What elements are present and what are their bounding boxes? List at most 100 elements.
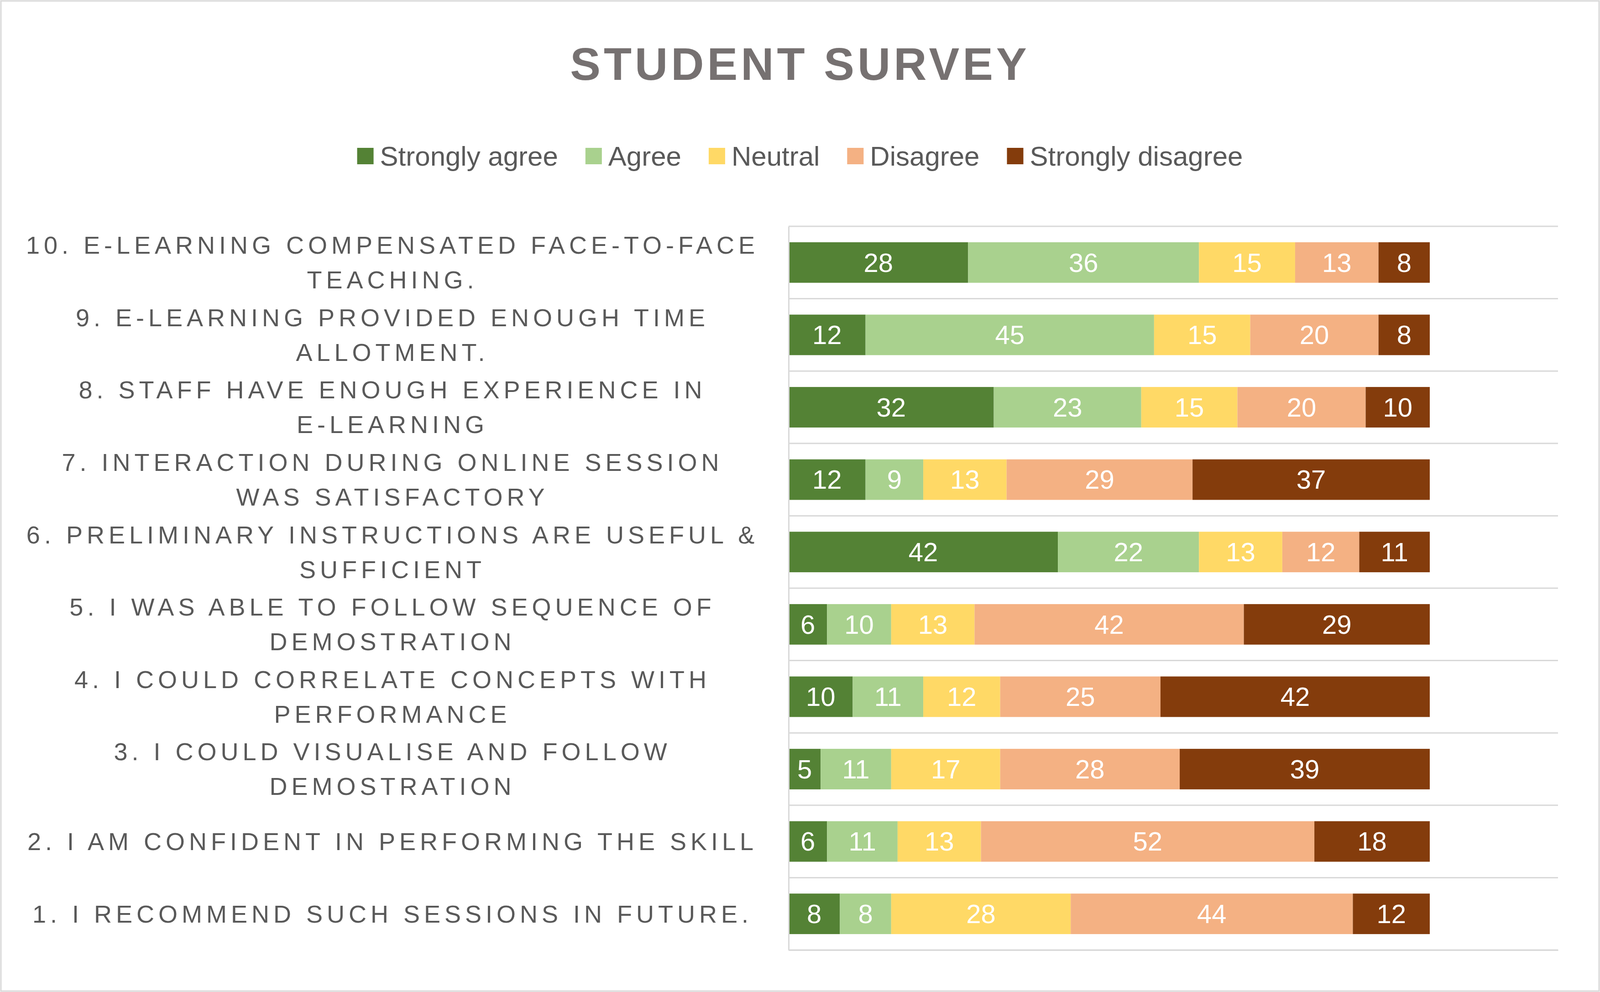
data-label: 11 xyxy=(874,681,902,712)
legend-swatch xyxy=(357,147,374,165)
bar-segment xyxy=(788,676,853,717)
gridline xyxy=(788,949,1559,952)
legend-item: Strongly disagree xyxy=(1006,141,1243,172)
legend-swatch xyxy=(1006,147,1024,165)
y-tick-label-line: DEMOSTRATION xyxy=(269,627,516,656)
y-axis: 10. E-LEARNING COMPENSATED FACE-TO-FACE T… xyxy=(26,226,790,951)
data-label: 10 xyxy=(805,681,836,712)
data-label: 13 xyxy=(950,464,980,495)
y-tick: 5. I WAS ABLE TO FOLLOW SEQUENCE OFDEMOS… xyxy=(69,593,789,656)
legend-label: Agree xyxy=(608,141,682,172)
gridline xyxy=(788,804,1559,806)
data-label: 10 xyxy=(844,609,874,640)
y-tick-label: 8. STAFF HAVE ENOUGH EXPERIENCE INE-LEAR… xyxy=(78,376,706,439)
bar-segment xyxy=(1198,531,1283,573)
data-label: 32 xyxy=(876,392,907,423)
data-label: 8 xyxy=(857,899,873,929)
bar-segment xyxy=(865,459,924,501)
y-axis-line xyxy=(788,226,790,951)
y-tick: 3. I COULD VISUALISE AND FOLLOWDEMOSTRAT… xyxy=(113,737,789,800)
data-label: 12 xyxy=(812,464,842,495)
data-label: 10 xyxy=(1382,392,1413,423)
bar-segment xyxy=(891,604,975,645)
bar-segment xyxy=(1359,531,1430,573)
data-label: 52 xyxy=(1133,826,1163,857)
data-label: 9 xyxy=(887,464,902,495)
data-label: 13 xyxy=(918,609,948,640)
bar-segment xyxy=(1314,821,1430,863)
y-tick-label-line: PERFORMANCE xyxy=(273,700,511,728)
y-tick-label-line: 10. E-LEARNING COMPENSATED FACE-TO-FACE xyxy=(26,231,759,259)
data-label: 8 xyxy=(1396,319,1412,350)
bar-segment xyxy=(1160,676,1430,717)
y-tick-label-line: 7. INTERACTION DURING ONLINE SESSION xyxy=(61,448,723,476)
data-label: 29 xyxy=(1084,464,1115,495)
data-label: 15 xyxy=(1232,247,1262,278)
data-label: 13 xyxy=(1322,247,1352,278)
data-label: 8 xyxy=(806,899,822,929)
y-tick-label: 10. E-LEARNING COMPENSATED FACE-TO-FACE T… xyxy=(26,231,759,294)
bar-segment xyxy=(788,748,821,790)
bar-segment xyxy=(1141,386,1238,428)
bar-segment xyxy=(993,386,1142,428)
data-label: 23 xyxy=(1052,392,1083,423)
data-label: 22 xyxy=(1113,537,1144,567)
bar-segment xyxy=(1000,676,1161,717)
data-label: 12 xyxy=(1306,537,1336,567)
data-label: 28 xyxy=(1075,754,1105,785)
legend-item: Neutral xyxy=(708,141,820,172)
bar-segment xyxy=(1179,748,1430,790)
data-label: 12 xyxy=(1376,899,1407,929)
bar-segment xyxy=(852,676,924,717)
bar-segment xyxy=(1378,242,1430,283)
y-tick-label-line: ALLOTMENT. xyxy=(295,338,489,367)
y-tick: 8. STAFF HAVE ENOUGH EXPERIENCE INE-LEAR… xyxy=(78,376,789,439)
data-label: 17 xyxy=(930,754,961,785)
y-tick-label: 1. I RECOMMEND SUCH SESSIONS IN FUTURE. xyxy=(32,900,753,928)
data-label: 15 xyxy=(1174,392,1205,423)
data-label: 37 xyxy=(1296,464,1327,495)
legend-label: Strongly disagree xyxy=(1029,141,1243,172)
series xyxy=(1160,242,1430,935)
bar-segment xyxy=(788,386,994,428)
gridline xyxy=(788,442,1559,445)
bar-segment xyxy=(1237,386,1366,428)
bar-segment xyxy=(923,459,1007,501)
legend-label: Neutral xyxy=(731,141,820,172)
data-label: 28 xyxy=(863,247,894,278)
data-label: 25 xyxy=(1065,681,1096,712)
bar-segment xyxy=(1198,242,1296,283)
data-label: 6 xyxy=(800,826,816,857)
bar-segment xyxy=(1000,748,1180,790)
data-label: 11 xyxy=(1380,537,1409,567)
y-tick: 7. INTERACTION DURING ONLINE SESSION WAS … xyxy=(61,448,789,511)
y-tick-label: 6. PRELIMINARY INSTRUCTIONS ARE USEFUL &… xyxy=(26,521,759,584)
y-tick-label-line: SUFFICIENT xyxy=(299,555,486,584)
gridline xyxy=(788,877,1559,879)
bar-segment xyxy=(865,314,1155,356)
y-tick-label-line: DEMOSTRATION xyxy=(269,772,516,800)
y-tick-label-line: 4. I COULD CORRELATE CONCEPTS WITH xyxy=(74,665,711,694)
gridline xyxy=(788,732,1559,734)
bar-segment xyxy=(1365,386,1431,428)
y-tick-label: 9. E-LEARNING PROVIDED ENOUGH TIMEALLOTM… xyxy=(75,303,710,367)
bar-segment xyxy=(1250,314,1379,356)
legend-label: Disagree xyxy=(869,141,980,172)
data-label: 6 xyxy=(800,609,816,640)
y-tick-label-line: TEACHING. xyxy=(306,266,478,294)
y-tick-label-line: WAS SATISFACTORY xyxy=(235,483,549,511)
data-label: 13 xyxy=(924,826,955,857)
data-label: 36 xyxy=(1068,247,1099,278)
gridline xyxy=(788,225,1559,228)
bar-segment xyxy=(1192,459,1430,501)
bar-segment xyxy=(839,893,891,935)
data-label: 42 xyxy=(908,537,939,567)
bar-segment xyxy=(788,459,866,501)
bar-segment xyxy=(826,821,898,863)
bar-segment xyxy=(788,531,1058,573)
data-label: 12 xyxy=(812,319,842,350)
bar-segment xyxy=(967,242,1199,283)
y-tick-label-line: E-LEARNING xyxy=(296,410,489,439)
bar-segment xyxy=(1070,893,1353,935)
bar-segment xyxy=(820,748,892,790)
